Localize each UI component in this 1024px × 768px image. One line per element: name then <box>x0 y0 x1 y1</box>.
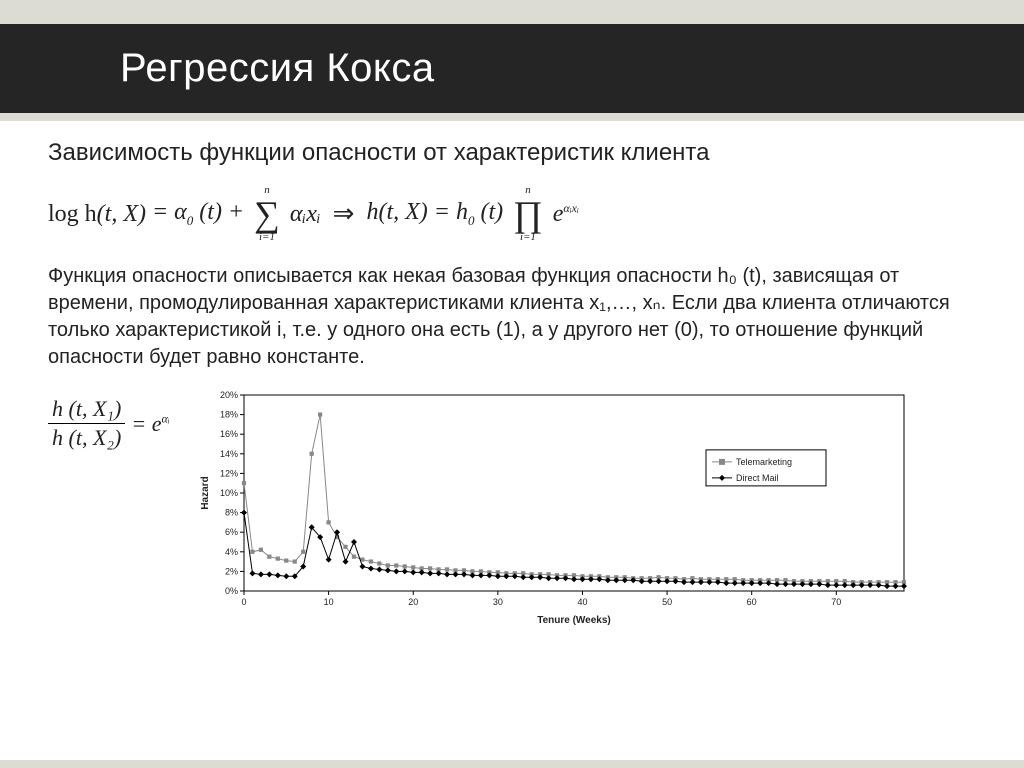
svg-text:Telemarketing: Telemarketing <box>736 457 792 467</box>
svg-text:Tenure (Weeks): Tenure (Weeks) <box>537 615 611 626</box>
body-paragraph: Функция опасности описывается как некая … <box>48 263 976 371</box>
svg-text:40: 40 <box>577 597 587 607</box>
svg-text:16%: 16% <box>220 429 238 439</box>
svg-text:4%: 4% <box>225 547 238 557</box>
content: Зависимость функции опасности от характе… <box>0 121 1024 627</box>
sub-heading: Зависимость функции опасности от характе… <box>48 139 976 167</box>
svg-text:70: 70 <box>831 597 841 607</box>
svg-text:6%: 6% <box>225 527 238 537</box>
bottom-strip <box>0 760 1024 768</box>
svg-text:30: 30 <box>493 597 503 607</box>
svg-text:18%: 18% <box>220 410 238 420</box>
svg-text:20%: 20% <box>220 390 238 400</box>
svg-text:8%: 8% <box>225 508 238 518</box>
page-title: Регрессия Кокса <box>120 46 1024 91</box>
svg-text:20: 20 <box>408 597 418 607</box>
svg-text:Hazard: Hazard <box>200 476 211 509</box>
svg-text:14%: 14% <box>220 449 238 459</box>
ratio-formula: h (t, X₁) h (t, X₂) = eαᵢ <box>48 387 170 450</box>
main-formula: log h(t, X) = α0 (t) + n ∑ i=1 αᵢxᵢ ⇒ h(… <box>48 185 976 243</box>
svg-text:2%: 2% <box>225 566 238 576</box>
top-strip <box>0 0 1024 24</box>
svg-text:Direct Mail: Direct Mail <box>736 473 779 483</box>
svg-text:60: 60 <box>746 597 756 607</box>
hazard-chart: 0% 2% 4% 6% 8% 10% 12% 14% 16% 18% 20% 0 10 20 30 40 50 6… <box>194 387 976 627</box>
svg-text:12%: 12% <box>220 468 238 478</box>
svg-text:0: 0 <box>241 597 246 607</box>
under-strip <box>0 113 1024 121</box>
svg-text:10: 10 <box>323 597 333 607</box>
title-block: Регрессия Кокса <box>0 24 1024 113</box>
svg-text:10%: 10% <box>220 488 238 498</box>
svg-text:0%: 0% <box>225 586 238 596</box>
svg-text:50: 50 <box>662 597 672 607</box>
